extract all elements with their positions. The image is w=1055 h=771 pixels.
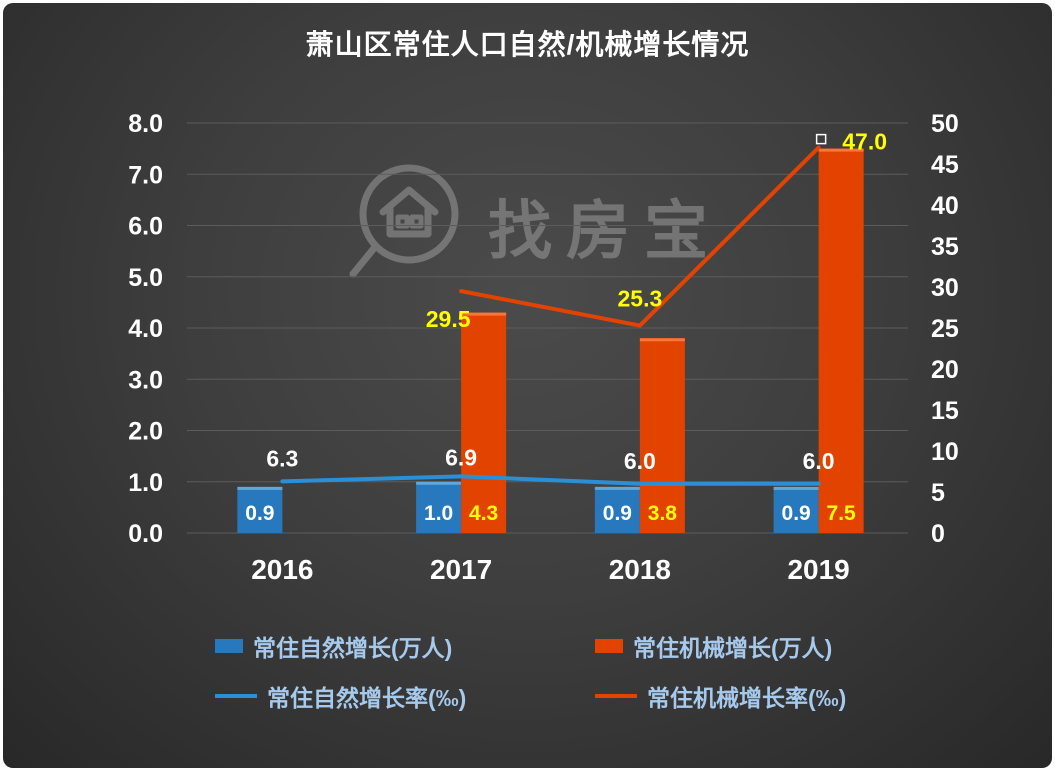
svg-text:8.0: 8.0	[128, 110, 163, 138]
svg-text:35: 35	[931, 233, 959, 261]
svg-text:45: 45	[931, 151, 959, 179]
svg-text:29.5: 29.5	[426, 306, 471, 332]
svg-text:2.0: 2.0	[128, 418, 163, 446]
svg-text:2018: 2018	[609, 554, 671, 585]
legend-item-mechanical-growth: 常住机械增长(万人)	[595, 629, 905, 663]
svg-text:5: 5	[931, 479, 945, 507]
svg-text:10: 10	[931, 438, 959, 466]
legend-item-natural-growth-rate: 常住自然增长率(‰)	[215, 679, 595, 713]
svg-text:25.3: 25.3	[617, 286, 662, 312]
svg-text:0: 0	[931, 520, 945, 548]
legend-swatch-blue-bar	[215, 639, 243, 653]
svg-text:2019: 2019	[787, 554, 849, 585]
line-series-1: 29.5 25.3 47.0	[426, 129, 887, 333]
line-series-0: 6.3 6.9 6.0 6.0	[266, 444, 835, 486]
legend-label-natural-growth: 常住自然增长(万人)	[253, 635, 453, 661]
legend-item-natural-growth: 常住自然增长(万人)	[215, 629, 595, 663]
svg-text:1.0: 1.0	[424, 502, 453, 525]
svg-text:4.0: 4.0	[128, 315, 163, 343]
svg-text:6.3: 6.3	[266, 445, 298, 471]
chart-plot: 0.0 1.0 2.0 3.0 4.0 5.0 6.0 7.0 8.0 0 5 10 15 20 25 30 3…	[128, 110, 959, 585]
svg-text:6.0: 6.0	[803, 448, 835, 474]
legend-label-mechanical-growth: 常住机械增长(万人)	[633, 635, 833, 661]
svg-text:50: 50	[931, 110, 959, 138]
svg-text:25: 25	[931, 315, 959, 343]
svg-text:2016: 2016	[251, 554, 313, 585]
svg-text:15: 15	[931, 397, 959, 425]
legend-label-natural-growth-rate: 常住自然增长率(‰)	[267, 685, 467, 711]
svg-text:6.0: 6.0	[624, 448, 656, 474]
chart-background: 萧山区常住人口自然/机械增长情况 找房宝 0.0 1.0 2.0 3.0 4.0 5.0 6…	[3, 3, 1052, 768]
svg-text:20: 20	[931, 356, 959, 384]
svg-text:0.9: 0.9	[245, 502, 274, 525]
bar-series-0: 0.9 1.0 0.9 0.9	[237, 481, 819, 533]
legend-label-mechanical-growth-rate: 常住机械增长率(‰)	[647, 685, 847, 711]
svg-text:0.0: 0.0	[128, 520, 163, 548]
svg-text:6.0: 6.0	[128, 213, 163, 241]
line-end-marker	[815, 133, 827, 145]
legend-item-mechanical-growth-rate: 常住机械增长率(‰)	[595, 679, 905, 713]
svg-text:5.0: 5.0	[128, 264, 163, 292]
svg-text:3.0: 3.0	[128, 366, 163, 394]
svg-text:40: 40	[931, 192, 959, 220]
chart-title: 萧山区常住人口自然/机械增长情况	[305, 29, 750, 60]
svg-text:47.0: 47.0	[842, 129, 887, 155]
svg-text:6.9: 6.9	[445, 444, 477, 470]
svg-text:7.0: 7.0	[128, 161, 163, 189]
gridlines	[187, 122, 908, 534]
left-axis-ticks: 0.0 1.0 2.0 3.0 4.0 5.0 6.0 7.0 8.0	[128, 110, 163, 548]
x-axis-labels: 2016 2017 2018 2019	[251, 554, 850, 585]
svg-text:0.9: 0.9	[603, 502, 632, 525]
svg-text:1.0: 1.0	[128, 469, 163, 497]
svg-text:4.3: 4.3	[469, 502, 498, 525]
svg-text:2017: 2017	[430, 554, 492, 585]
right-axis-ticks: 0 5 10 15 20 25 30 35 40 45 50	[931, 110, 959, 548]
legend-swatch-red-line	[595, 694, 637, 698]
legend: 常住自然增长(万人) 常住机械增长(万人) 常住自然增长率(‰) 常住机械增长率…	[215, 629, 905, 713]
svg-text:0.9: 0.9	[782, 502, 811, 525]
legend-swatch-blue-line	[215, 694, 257, 698]
svg-text:7.5: 7.5	[827, 502, 857, 525]
svg-text:3.8: 3.8	[648, 502, 678, 525]
svg-text:30: 30	[931, 274, 959, 302]
bar-series-1: 4.3 3.8 7.5	[461, 148, 864, 533]
legend-swatch-red-bar	[595, 639, 623, 653]
